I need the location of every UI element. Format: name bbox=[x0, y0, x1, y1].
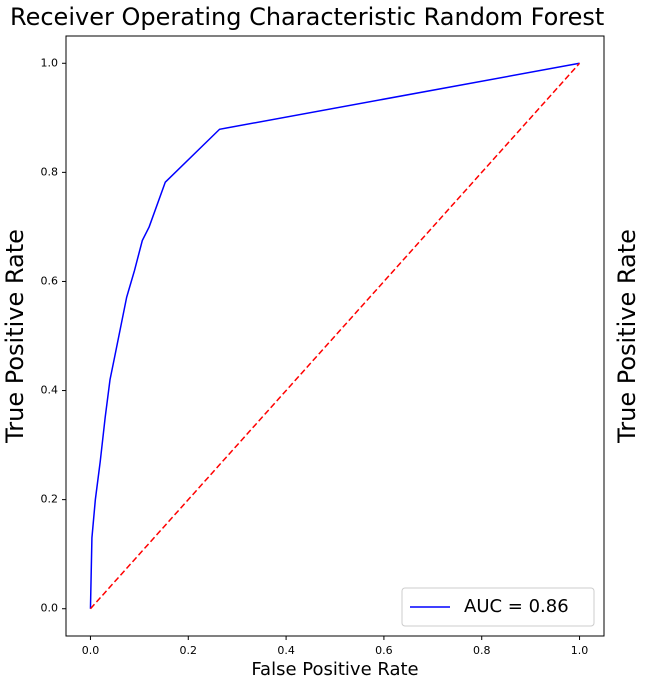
roc-line bbox=[89, 62, 581, 610]
legend-box bbox=[401, 587, 595, 627]
y-tick-label: 1.0 bbox=[41, 56, 59, 69]
x-tick-label: 0.8 bbox=[473, 644, 491, 657]
x-tick-label: 0.0 bbox=[82, 644, 100, 657]
y-axis-label-right: True Positive Rate bbox=[613, 229, 641, 444]
y-axis-label: True Positive Rate bbox=[1, 229, 29, 444]
plot-frame bbox=[65, 35, 605, 637]
y-tick-label: 0.0 bbox=[41, 602, 59, 615]
chart-title: Receiver Operating Characteristic Random… bbox=[10, 3, 604, 31]
legend-label: AUC = 0.86 bbox=[464, 596, 569, 617]
y-tick-label: 0.6 bbox=[41, 274, 59, 287]
y-tick-label: 0.4 bbox=[41, 384, 59, 397]
x-tick-label: 1.0 bbox=[571, 644, 589, 657]
roc-line bbox=[89, 62, 580, 609]
x-tick-label: 0.6 bbox=[375, 644, 393, 657]
y-tick-label: 0.8 bbox=[41, 165, 59, 178]
x-tick-label: 0.4 bbox=[277, 644, 295, 657]
y-tick-label: 0.2 bbox=[41, 493, 59, 506]
x-tick-label: 0.2 bbox=[180, 644, 198, 657]
x-axis-label: False Positive Rate bbox=[251, 659, 418, 680]
